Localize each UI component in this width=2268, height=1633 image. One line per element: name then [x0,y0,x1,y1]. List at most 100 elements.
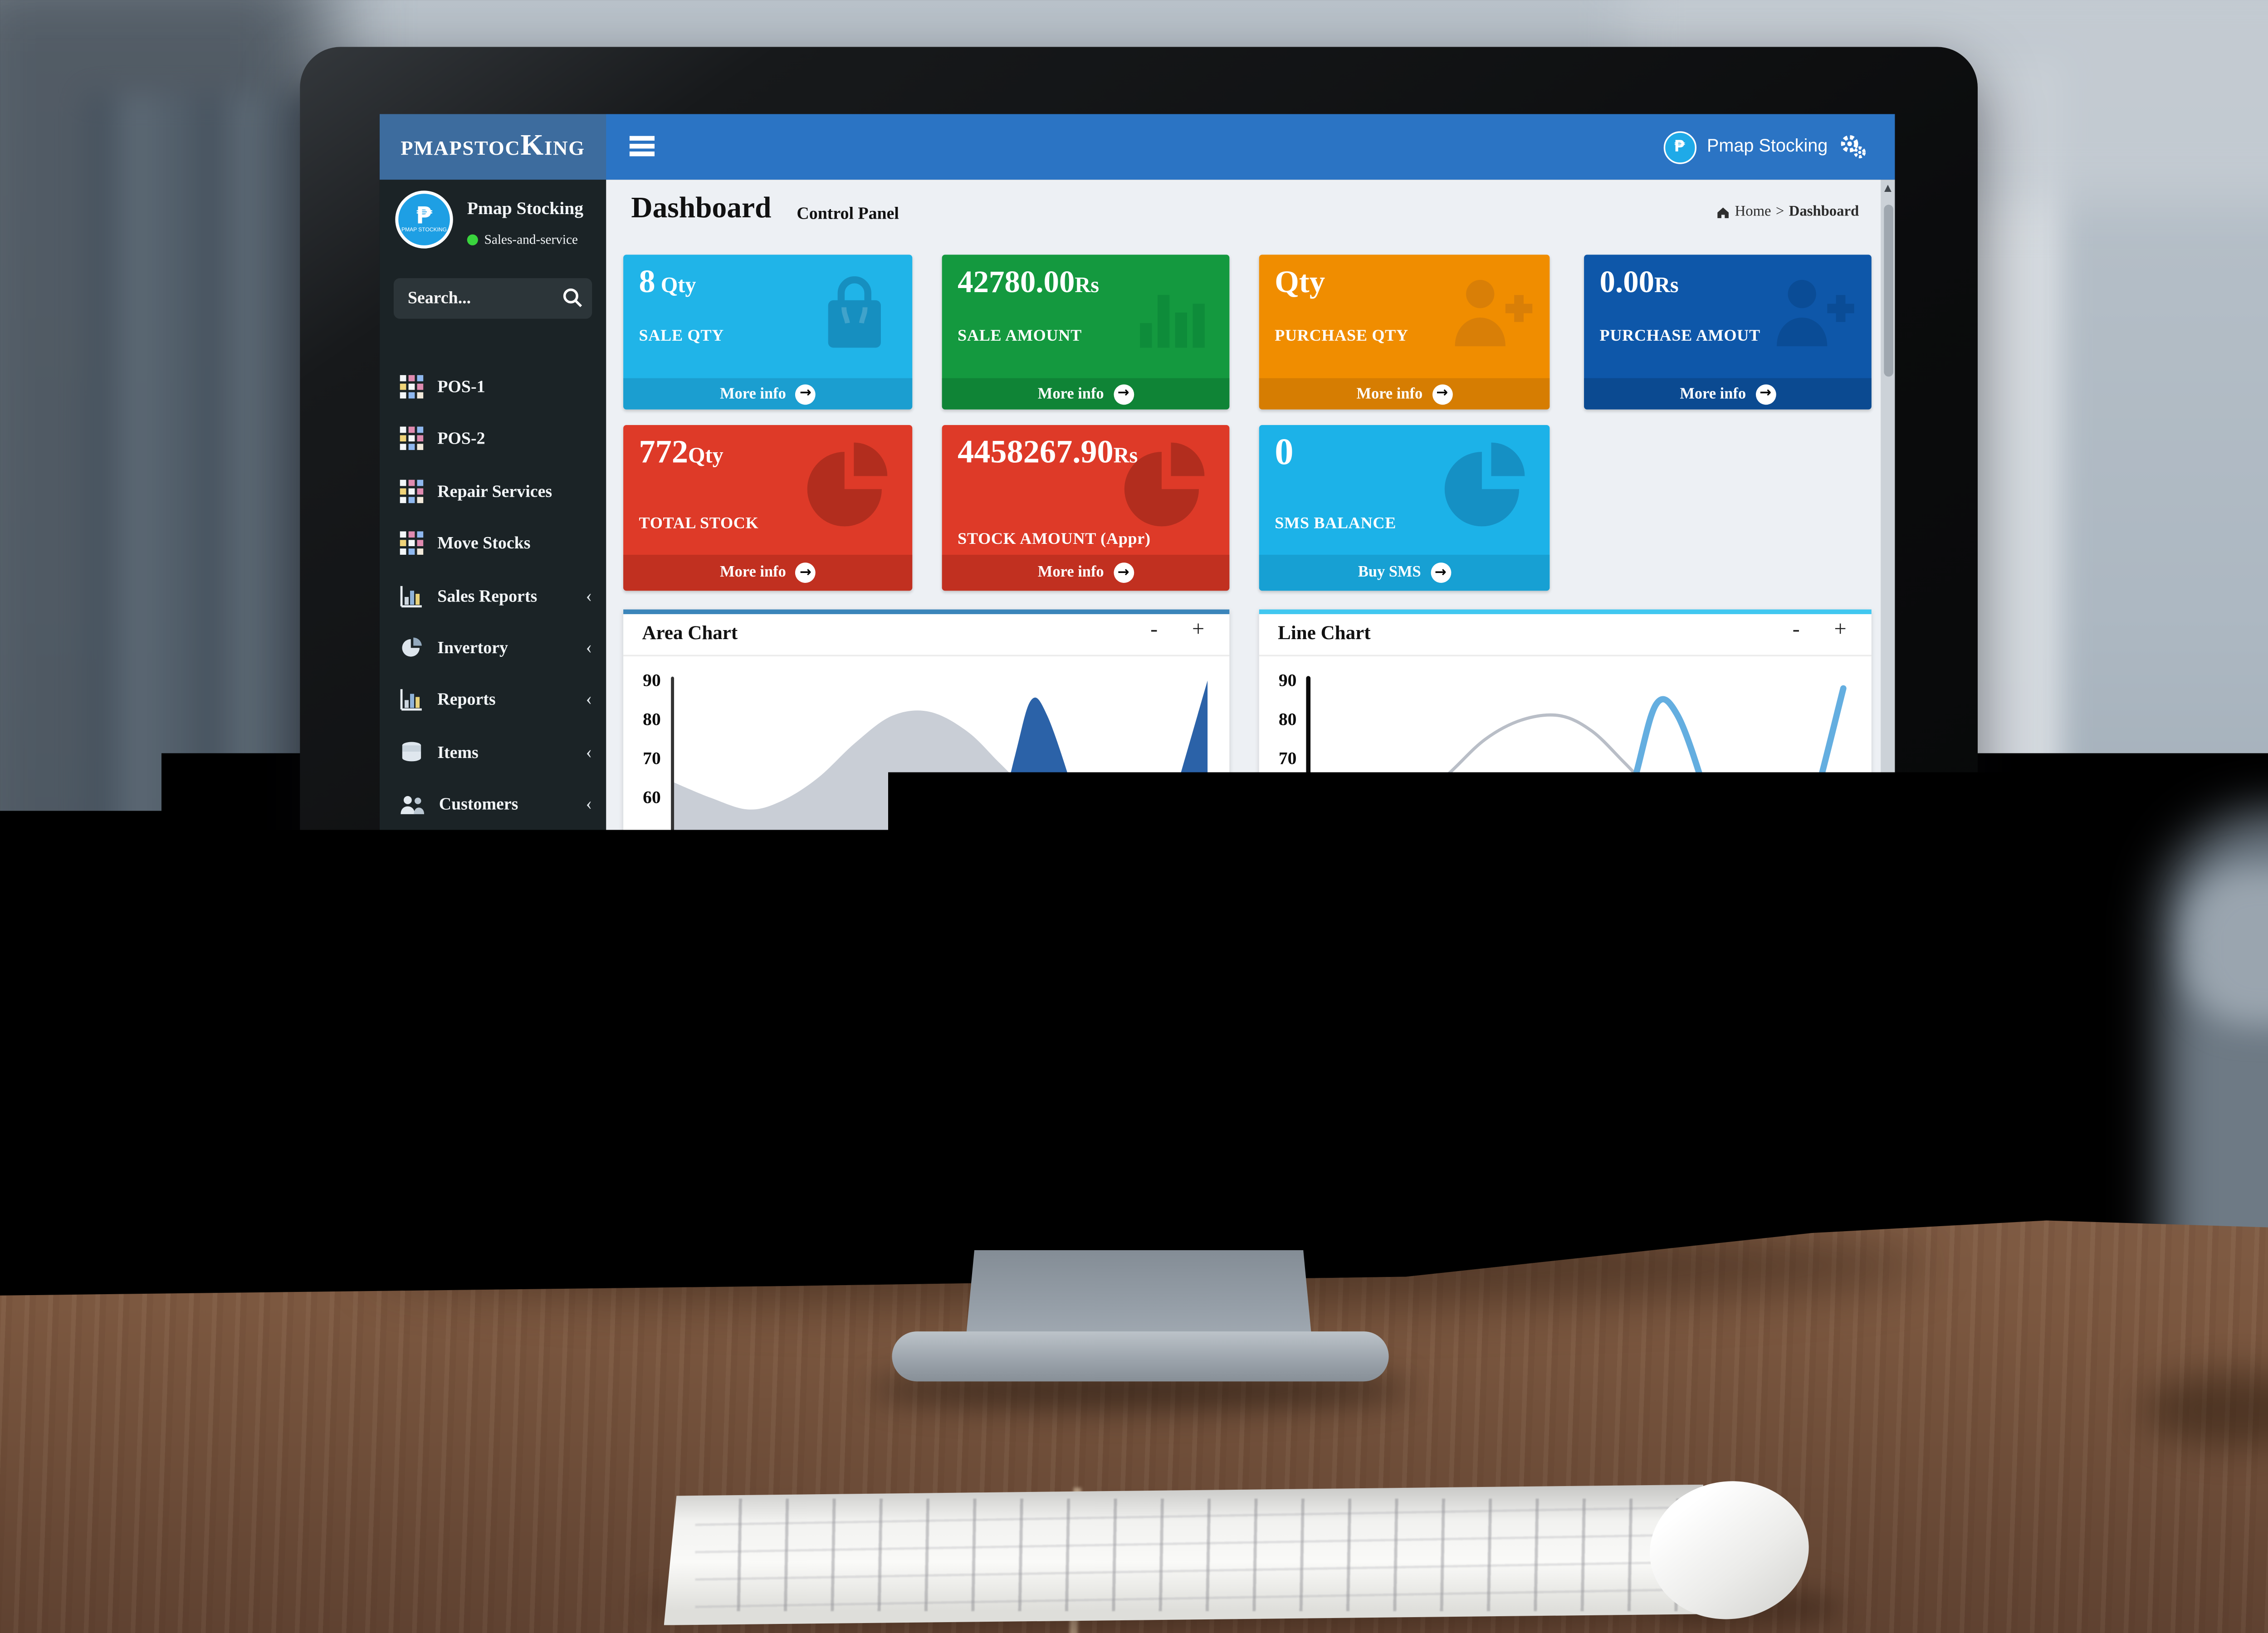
mug [1942,1181,2189,1456]
stat-value: 0 [1275,433,1293,475]
scene: pmapstocKing ₱ Pmap Stocking ▲ [0,0,2268,1633]
zoom-out-button[interactable]: - [1150,619,1158,644]
zoom-out-button[interactable]: - [1793,619,1800,644]
pie-chart-icon [1437,440,1534,538]
pie-chart-icon [1117,440,1214,538]
bar-chart-icon [400,688,424,711]
sidebar-item-reports[interactable]: Reports ‹ [380,674,606,725]
sidebar-item-pos-2[interactable]: POS-2 [380,412,606,464]
arrow-circle-icon: → [1755,384,1776,404]
y-axis-tick: 90 [623,672,661,690]
more-info-button[interactable]: More info → [1259,378,1550,410]
area-chart-panel: Area Chart - + 90 80 70 60 50 40 30 20 10 [623,610,1229,1021]
pie-chart-icon [800,440,897,538]
sidebar-item-payments[interactable]: Payments [380,980,606,1021]
y-axis-tick: 20 [623,945,661,964]
sidebar-item-expense[interactable]: Expense ‹ [380,831,606,883]
circle-icon [400,989,422,1011]
shopping-bag-icon [812,270,897,355]
page-title: Dashboard [631,192,771,227]
y-axis-tick: 80 [1259,711,1297,729]
y-axis-tick: 20 [1259,945,1297,964]
navbar-user-name[interactable]: Pmap Stocking [1707,137,1828,156]
y-axis-tick: 50 [1259,828,1297,847]
keyboard [664,1485,1714,1625]
stat-value: 772Qty [639,433,723,472]
top-navbar: pmapstocKing ₱ Pmap Stocking [380,114,1895,180]
stat-card-sale-amount: 42780.00Rs SALE AMOUNT More info → [942,255,1230,410]
y-axis-tick: 30 [1259,906,1297,925]
gears-icon[interactable] [1838,134,1867,159]
sidebar-item-customers[interactable]: Customers ‹ [380,778,606,830]
y-axis-tick: 40 [623,867,661,886]
page-scrollbar[interactable]: ▲ [1881,180,1895,1020]
scroll-up-icon[interactable]: ▲ [1881,183,1895,194]
imac-chin [300,1072,1978,1275]
arrow-circle-icon: → [1432,384,1452,404]
sidebar-item-settings[interactable]: Settings ‹ [380,883,606,934]
sidebar-user-name: Pmap Stocking [467,200,583,219]
y-axis-tick: 10 [623,984,661,1003]
chevron-left-icon: ‹ [586,636,592,660]
apple-logo-icon [1119,1113,1162,1166]
stat-label: SMS BALANCE [1275,516,1396,533]
chevron-left-icon: ‹ [586,688,592,711]
user-plus-icon [1447,270,1534,355]
sidebar-item-items[interactable]: Items ‹ [380,727,606,778]
chart-title: Line Chart [1278,622,1370,645]
chevron-left-icon: ‹ [586,792,592,816]
chevron-left-icon: ‹ [586,741,592,764]
chevron-left-icon: ‹ [586,584,592,608]
stat-value: Qty [1275,263,1325,302]
online-status-icon [467,234,478,244]
more-info-button[interactable]: More info → [623,378,912,410]
grid-icon [400,480,424,504]
grid-icon [400,426,424,450]
buy-sms-button[interactable]: Buy SMS → [1259,555,1550,591]
line-chart-panel: Line Chart - + Activate Windows Go to Se… [1259,610,1872,1021]
more-info-button[interactable]: More info → [942,378,1230,410]
search-icon[interactable] [562,288,583,308]
y-axis-tick: 70 [1259,750,1297,769]
gear-icon [400,897,424,920]
stat-card-stock-amount: 4458267.90Rs STOCK AMOUNT (Appr) More in… [942,425,1230,591]
stat-card-purchase-amount: 0.00Rs PURCHASE AMOUT More info → [1584,255,1872,410]
y-axis-tick: 60 [1259,789,1297,808]
zoom-in-button[interactable]: + [1834,619,1846,644]
chevron-left-icon: ‹ [586,846,592,869]
arrow-circle-icon: → [1113,562,1134,583]
sidebar-item-pos-1[interactable]: POS-1 [380,361,606,413]
sidebar-item-repair-services[interactable]: Repair Services [380,466,606,518]
breadcrumb-home[interactable]: Home [1735,205,1771,220]
sidebar-item-sales-reports[interactable]: Sales Reports ‹ [380,570,606,622]
sidebar-item-move-stocks[interactable]: Move Stocks [380,517,606,569]
breadcrumb-sep: > [1776,205,1784,220]
chevron-left-icon: ‹ [586,897,592,920]
more-info-button[interactable]: More info → [623,555,912,591]
more-info-button[interactable]: More info → [1584,378,1872,410]
y-axis-tick: 40 [1259,867,1297,886]
imac-stand-base [892,1331,1388,1381]
tea-tag: 300 [2057,1329,2146,1415]
main-content: Dashboard Control Panel Home > Dashboard… [606,180,1881,1020]
user-avatar[interactable]: ₱ [1663,131,1696,163]
sidebar-item-invertory[interactable]: Invertory ‹ [380,622,606,674]
search-input[interactable] [394,278,556,319]
sidebar-avatar[interactable]: ₱ PMAP STOCKING [395,191,453,248]
brand-logo[interactable]: pmapstocKing [380,114,606,180]
stat-value: 4458267.90Rs [958,433,1138,472]
arrow-circle-icon: → [1113,384,1134,404]
menu-toggle-icon[interactable] [630,136,655,156]
brand-text: pmapstocKing [401,130,585,164]
bar-chart-icon [1129,270,1214,355]
stat-value: 8 Qty [639,263,696,302]
users-icon [400,793,425,815]
more-info-button[interactable]: More info → [942,555,1230,591]
stat-card-total-stock: 772Qty TOTAL STOCK More info → [623,425,912,591]
trend-icon [400,846,424,869]
breadcrumb-current: Dashboard [1789,205,1859,220]
sidebar-search [394,278,592,319]
zoom-in-button[interactable]: + [1192,619,1204,644]
scrollbar-thumb[interactable] [1883,205,1893,376]
mug-rim-inner [1956,1169,2175,1205]
